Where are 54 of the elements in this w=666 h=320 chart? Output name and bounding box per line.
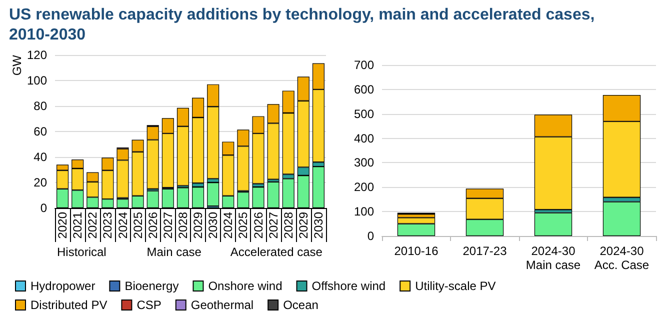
x-tick-label: 2027: [160, 212, 175, 239]
x-tick-label: 2022: [86, 212, 100, 239]
text: Accelerated case: [230, 245, 323, 259]
y-tick-label: 400: [354, 131, 374, 146]
y-tick-label: 20: [34, 176, 48, 190]
x-tick-label: 2024-30 Main case: [526, 244, 581, 272]
text: Main case: [146, 245, 202, 259]
y-tick-label: 100: [354, 204, 374, 219]
x-tick-label: 2028: [281, 212, 296, 239]
x-tick-label: 2029: [191, 212, 206, 239]
legend-label: Bioenergy: [124, 279, 179, 293]
x-tick-label: 2030: [311, 212, 326, 239]
y-tick-label: 300: [354, 156, 374, 170]
bar: [534, 212, 572, 236]
legend-label: Offshore wind: [312, 279, 386, 293]
legend-label: Distributed PV: [30, 298, 108, 312]
y-tick-label: 0: [367, 229, 374, 243]
x-tick-label: 2023: [100, 212, 115, 239]
x-tick-label: 2029: [296, 212, 310, 239]
legend-label: Geothermal: [190, 298, 254, 312]
legend-label: Onshore wind: [208, 279, 282, 293]
x-tick-label: 2021: [70, 212, 85, 239]
legend-label: CSP: [136, 298, 162, 312]
y-tick-label: 700: [354, 58, 374, 72]
y-tick-label: 120: [26, 48, 48, 62]
x-tick-label: 2026: [146, 212, 160, 239]
bar: [602, 202, 641, 236]
x-tick-label: 2024: [221, 212, 236, 239]
chart-title: US renewable capacity additions by technology, main and accelerated cases, 2010-2030: [9, 6, 600, 44]
y-tick-label: 60: [34, 124, 48, 138]
x-tick-label: 2026: [251, 212, 266, 239]
y-tick-label: 500: [354, 106, 374, 121]
y-tick-label: 80: [34, 99, 48, 113]
text: Historical: [57, 245, 106, 259]
y-tick-label: 0: [40, 201, 48, 215]
y-tick-label: 100: [26, 74, 48, 88]
bar: [207, 182, 220, 206]
x-tick-label: 2025: [130, 212, 145, 239]
legend-label: Hydropower: [30, 279, 96, 293]
x-tick-label: 2024-30 Acc. Case: [594, 244, 650, 272]
x-tick-label: 2010-16: [394, 244, 439, 258]
x-tick-label: 2017-23: [462, 244, 508, 258]
x-tick-label: 2027: [266, 212, 280, 239]
x-tick-label: 2020: [56, 212, 70, 239]
x-tick-label: 2025: [236, 212, 250, 239]
y-tick-label: 200: [354, 180, 374, 194]
legend-label: Utility-scale PV: [415, 279, 496, 293]
legend-label: Ocean: [283, 298, 318, 312]
y-tick-label: 40: [34, 150, 48, 164]
x-tick-label: 2030: [206, 212, 220, 239]
x-tick-label: 2028: [176, 212, 190, 239]
x-tick-label: 2024: [116, 212, 130, 239]
y-axis-title: GW: [10, 54, 24, 76]
y-tick-label: 600: [354, 82, 374, 96]
